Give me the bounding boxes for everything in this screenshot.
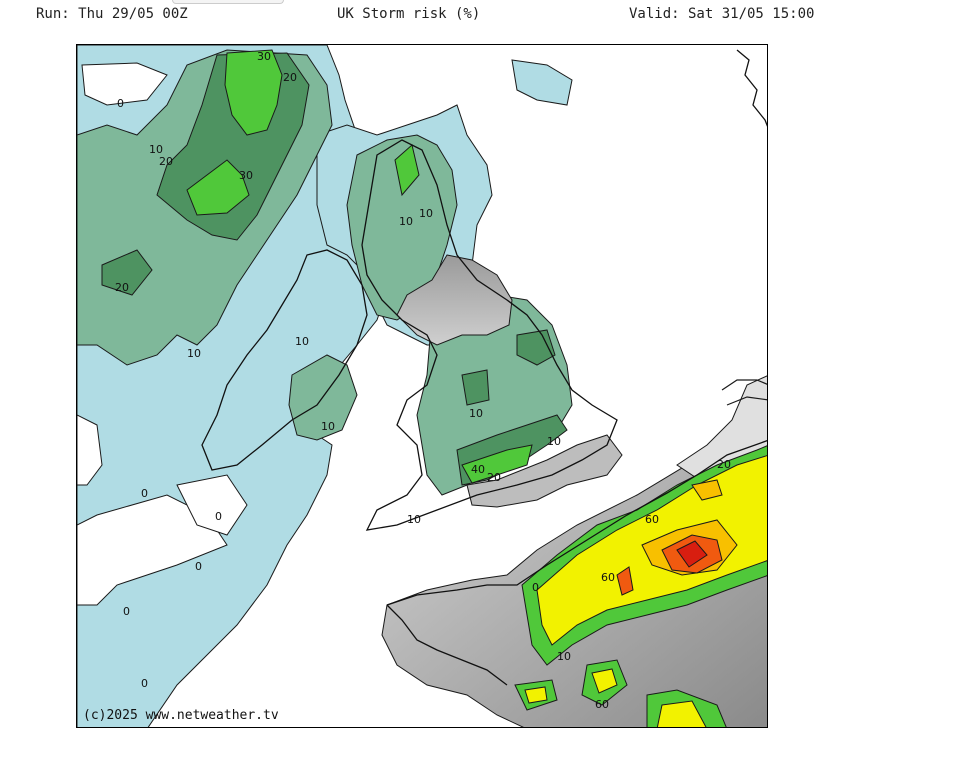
valid-time-label: Valid: Sat 31/05 15:00 [629, 6, 815, 22]
coastline-france [386, 440, 767, 606]
contour-label: 10 [399, 215, 413, 228]
risk-zone-70-france [676, 540, 708, 568]
contour-label: 40 [471, 463, 485, 476]
contour-label: 30 [239, 169, 253, 182]
copyright-text: (c)2025 www.netweather.tv [83, 708, 279, 723]
clear-area-1 [81, 62, 168, 106]
contour-label: 10 [469, 407, 483, 420]
contour-label: 10 [407, 513, 421, 526]
contour-label: 0 [141, 487, 148, 500]
risk-zone-30-scotland [394, 144, 420, 197]
risk-zone-20-midlands [461, 369, 490, 406]
contour-label: 0 [195, 560, 202, 573]
contour-label: 30 [257, 50, 271, 63]
clear-area-4 [176, 474, 248, 536]
risk-zone-30-mid [186, 159, 250, 216]
storm-risk-map[interactable]: 30 20 0 10 20 30 20 10 10 10 10 10 10 10… [76, 44, 768, 728]
contour-label: 0 [123, 605, 130, 618]
contour-label: 60 [595, 698, 609, 711]
contour-label: 20 [115, 281, 129, 294]
contour-label: 10 [557, 650, 571, 663]
run-label: Run: Thu 29/05 00Z [36, 6, 188, 22]
contour-label: 0 [141, 677, 148, 690]
map-canvas: 30 20 0 10 20 30 20 10 10 10 10 10 10 10… [77, 45, 767, 727]
storm-cell-3-core [656, 700, 707, 727]
risk-zone-60-strip [616, 566, 634, 596]
contour-label: 60 [601, 571, 615, 584]
contour-label: 10 [149, 143, 163, 156]
contour-label: 20 [717, 458, 731, 471]
terrain-north-england [396, 254, 513, 346]
coastline-brittany [386, 604, 508, 686]
contour-label: 10 [187, 347, 201, 360]
contour-label: 20 [487, 471, 501, 484]
terrain-south-england [466, 434, 623, 508]
storm-cell-1-core [524, 686, 548, 704]
contour-label-group: 30 20 0 10 20 30 20 10 10 10 10 10 10 10… [115, 50, 731, 711]
risk-zone-30-england [461, 444, 533, 484]
coast-netherlands [721, 379, 767, 406]
coastline-norway-tip [736, 49, 767, 127]
risk-zone-30-north [224, 49, 283, 136]
clear-area-2 [77, 414, 103, 486]
chart-title: UK Storm risk (%) [337, 6, 481, 22]
contour-label: 0 [117, 97, 124, 110]
risk-zone-20-small [101, 249, 153, 296]
risk-zone-50-belgium [691, 479, 723, 501]
contour-label: 10 [547, 435, 561, 448]
contour-label: 0 [532, 581, 539, 594]
contour-label: 20 [283, 71, 297, 84]
coastline-great-britain [361, 139, 618, 531]
risk-zone-20-east [516, 329, 556, 366]
storm-cell-2-core [591, 668, 618, 694]
contour-label: 0 [215, 510, 222, 523]
coastline-ireland [201, 249, 368, 471]
contour-label: 10 [321, 420, 335, 433]
contour-label: 10 [295, 335, 309, 348]
contour-label: 60 [645, 513, 659, 526]
risk-zone-0-top [511, 59, 573, 106]
contour-label: 10 [419, 207, 433, 220]
contour-label: 20 [159, 155, 173, 168]
window-tab-stub [172, 0, 284, 4]
